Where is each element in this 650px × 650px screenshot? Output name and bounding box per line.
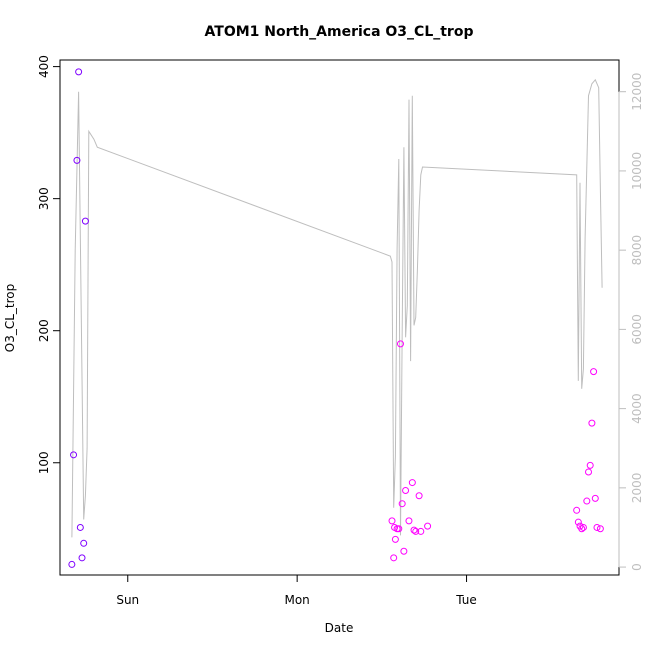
data-point [80,539,88,547]
y-tick-label: 400 [37,55,51,78]
x-tick-label: Mon [284,593,309,607]
data-point [405,517,413,525]
y-tick-label: 300 [37,187,51,210]
data-point [585,468,593,476]
x-axis-label: Date [325,621,354,635]
y-tick-label: 200 [37,319,51,342]
y2-tick-label: 12000 [630,73,644,111]
x-tick-label: Tue [455,593,477,607]
y2-tick-label: 2000 [630,473,644,504]
data-point [391,535,399,543]
points [68,68,604,568]
y2-tick-label: 8000 [630,235,644,266]
y-tick-label: 100 [37,451,51,474]
data-point [586,461,594,469]
y2-tick-label: 0 [630,563,644,571]
y2-tick-label: 6000 [630,314,644,345]
data-point [402,486,410,494]
secondary-line [71,78,603,538]
data-point [574,518,582,526]
data-point [81,217,89,225]
chart-title: ATOM1 North_America O3_CL_trop [205,24,474,40]
y2-tick-label: 4000 [630,393,644,424]
y-axis: 100 200 300 400 [37,55,61,474]
data-point [424,522,432,530]
data-point [412,527,420,535]
data-point [588,419,596,427]
data-point [388,517,396,525]
data-point [390,554,398,562]
data-point [395,525,403,533]
data-point [76,523,84,531]
data-point [70,451,78,459]
x-axis: Sun Mon Tue [116,574,477,607]
data-point [400,547,408,555]
data-point [73,156,81,164]
data-point [75,68,83,76]
x-tick-label: Sun [116,593,139,607]
altitude-line [71,78,603,538]
data-point [593,523,601,531]
data-point [415,492,423,500]
data-point [591,494,599,502]
data-point [578,525,586,533]
y-axis-label: O3_CL_trop [3,284,17,352]
data-point [596,525,604,533]
data-point [579,523,587,531]
data-point [573,506,581,514]
data-point [396,340,404,348]
plot-frame [59,59,620,576]
data-point [398,500,406,508]
data-point [408,479,416,487]
data-point [583,497,591,505]
y2-tick-label: 10000 [630,152,644,190]
data-point [410,526,418,534]
data-point [78,554,86,562]
data-point [417,527,425,535]
data-point [68,560,76,568]
y2-axis: 0 2000 4000 6000 8000 10000 12000 [618,73,644,571]
data-point [590,368,598,376]
